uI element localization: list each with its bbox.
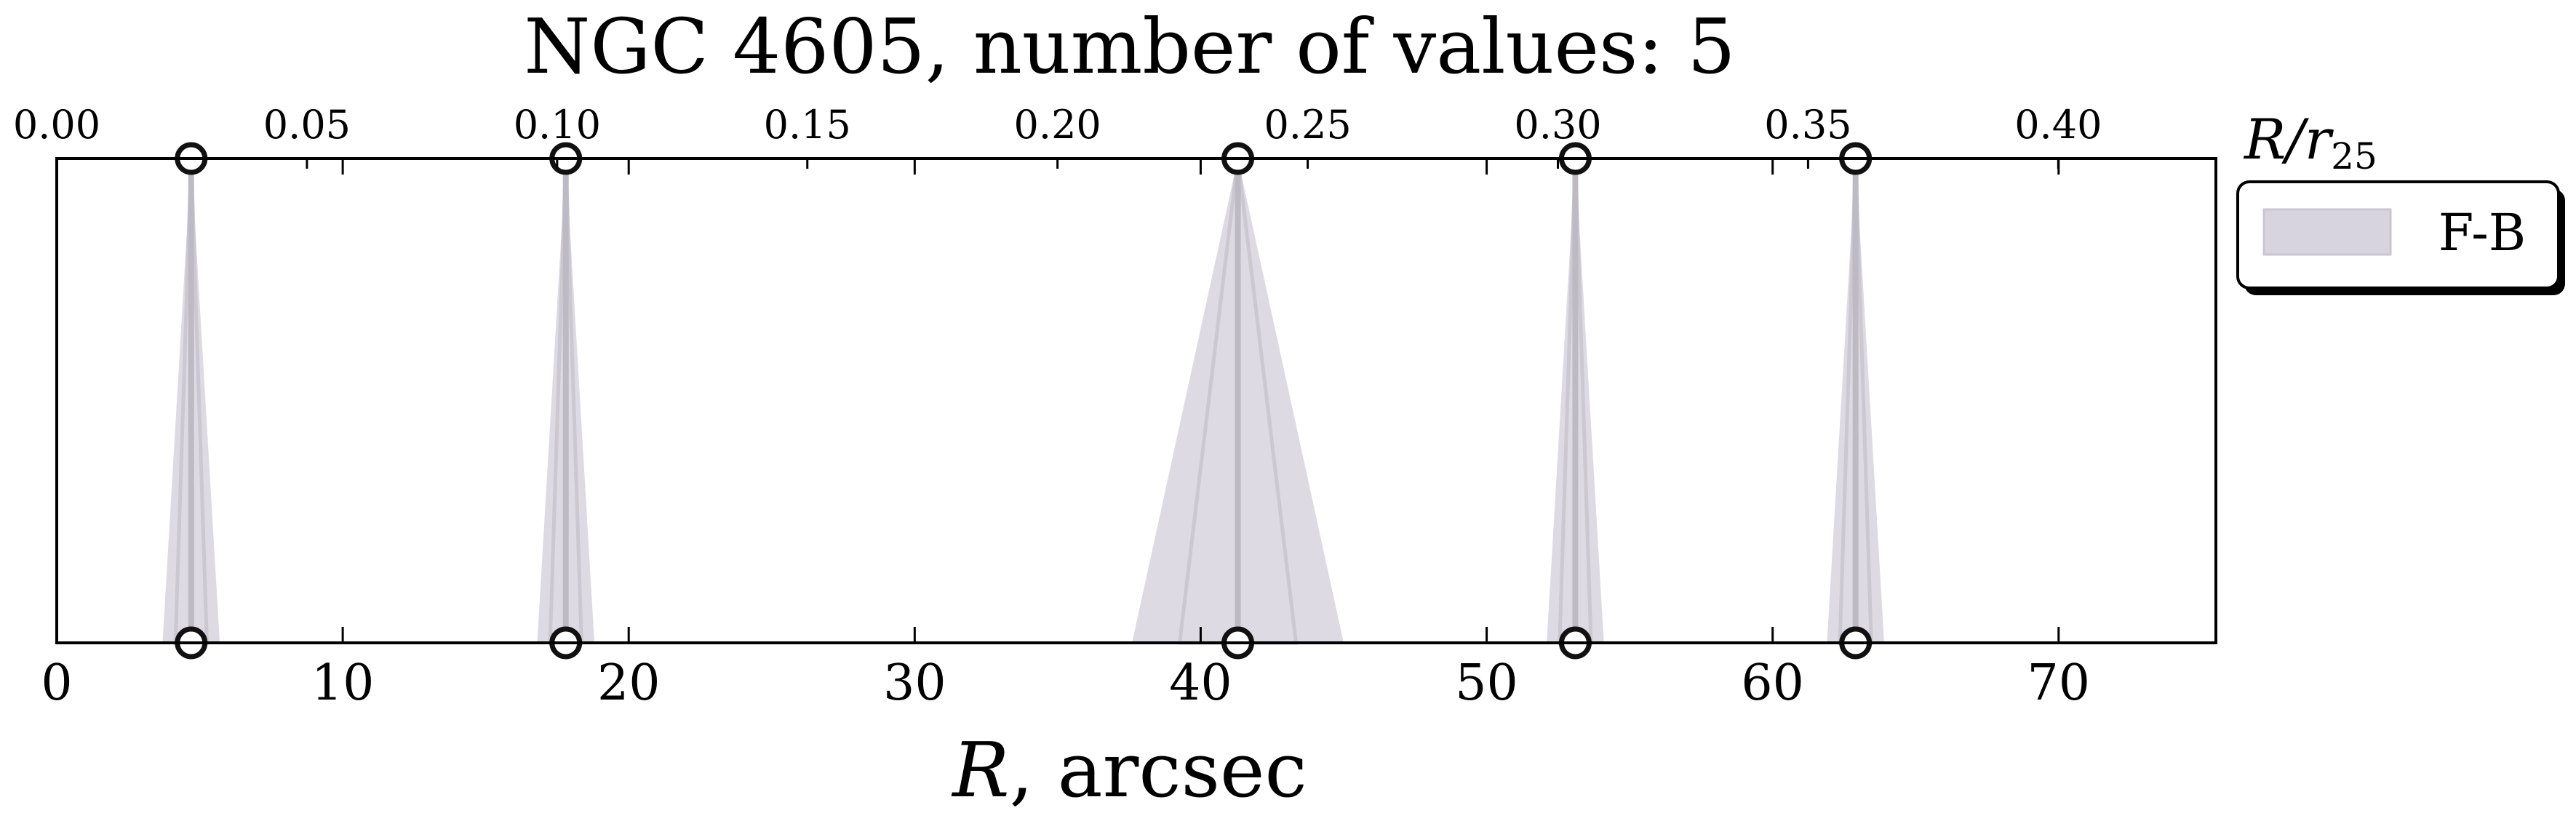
top-tick-label: 0.10 [514, 102, 601, 148]
x-axis-label-symbol: R [951, 726, 1009, 814]
top-tick-label: 0.25 [1264, 102, 1351, 148]
top-tick-label: 0.20 [1014, 102, 1101, 148]
bottom-tick-label: 10 [311, 654, 375, 712]
plot-frame [55, 157, 2217, 644]
top-tick-label: 0.00 [13, 102, 100, 148]
bottom-tick-label: 20 [597, 654, 661, 712]
legend-swatch [2262, 208, 2392, 256]
chart-title: NGC 4605, number of values: 5 [524, 2, 1735, 91]
legend: F-B [2236, 180, 2565, 295]
bottom-tick-label: 30 [883, 654, 946, 712]
top-axis-label-main: R/r [2243, 107, 2334, 172]
plot-area [162, 142, 1884, 660]
top-tick-label: 0.35 [1764, 102, 1851, 148]
bottom-tick-label: 60 [1741, 654, 1804, 712]
legend-label: F-B [2439, 203, 2527, 263]
bottom-axis: 0 10 20 30 40 50 60 70 [41, 159, 2090, 712]
top-axis-label: R/r25 [2243, 107, 2377, 177]
x-axis-label-text: , arcsec [1010, 726, 1307, 814]
top-tick-label: 0.30 [1514, 102, 1601, 148]
top-axis: 0.00 0.05 0.10 0.15 0.20 0.25 0.30 0.35 0.40 [13, 102, 2102, 169]
bottom-tick-label: 0 [41, 654, 72, 712]
bottom-tick-label: 70 [2027, 654, 2091, 712]
x-axis-label: R, arcsec [951, 726, 1307, 814]
top-tick-label: 0.40 [2014, 102, 2102, 148]
bottom-tick-label: 40 [1169, 654, 1232, 712]
top-tick-label: 0.05 [263, 102, 351, 148]
top-axis-label-sub: 25 [2331, 135, 2377, 177]
top-tick-label: 0.15 [764, 102, 851, 148]
bottom-tick-label: 50 [1455, 654, 1518, 712]
